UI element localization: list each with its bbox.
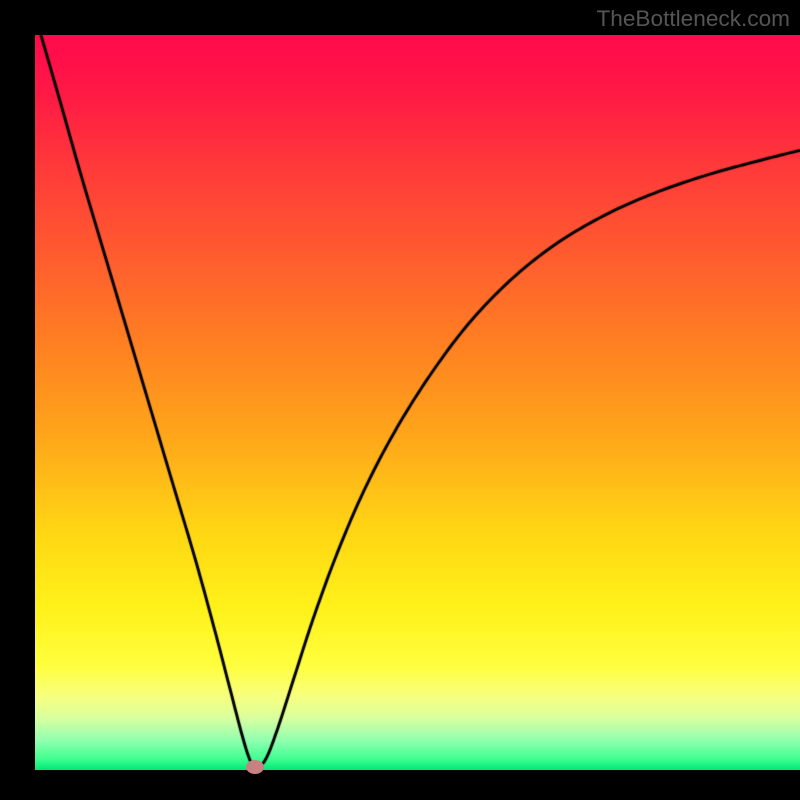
optimal-point-marker xyxy=(246,760,264,774)
chart-container: TheBottleneck.com xyxy=(0,0,800,800)
watermark-text: TheBottleneck.com xyxy=(596,6,790,32)
plot-background-gradient xyxy=(35,35,800,770)
